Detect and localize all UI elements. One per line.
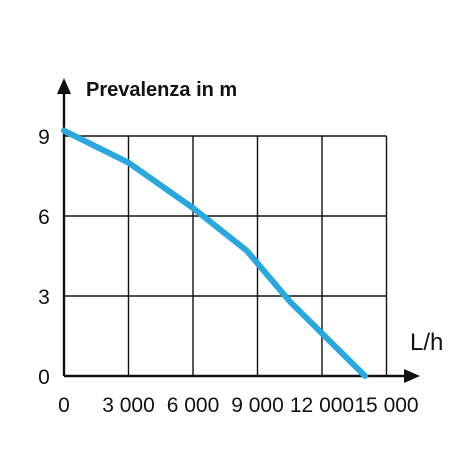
y-tick-label: 6	[38, 206, 50, 229]
y-tick-label: 3	[38, 286, 50, 309]
labels: Prevalenza in m L/h 0 3 000 6 000 9 000 12 0…	[38, 79, 443, 417]
y-axis-arrow-icon	[57, 78, 71, 94]
x-tick-label: 9 000	[231, 394, 284, 417]
y-tick-label: 0	[38, 366, 50, 389]
axes	[57, 78, 420, 383]
x-tick-label: 12 000	[290, 394, 354, 417]
y-tick-label: 9	[38, 126, 50, 149]
series-layer	[61, 127, 368, 379]
x-tick-label: 3 000	[102, 394, 155, 417]
grid	[64, 135, 388, 376]
x-tick-label: 0	[58, 394, 70, 417]
x-axis-arrow-icon	[404, 369, 420, 383]
y-axis-title: Prevalenza in m	[86, 79, 237, 101]
x-tick-label: 6 000	[167, 394, 220, 417]
x-axis-title: L/h	[410, 329, 443, 356]
series-line	[61, 127, 368, 379]
x-tick-label: 15 000	[354, 394, 418, 417]
